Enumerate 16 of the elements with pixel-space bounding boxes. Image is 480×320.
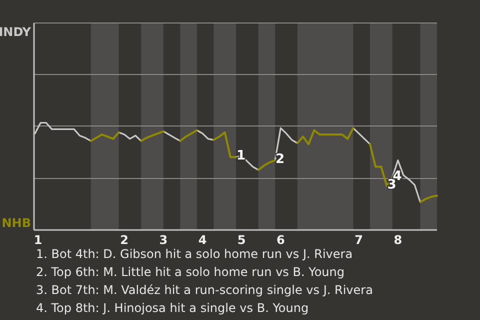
text: 4. Top 8th: J. Hinojosa hit a single vs B. Young: [36, 301, 309, 315]
text: 1. Bot 4th: D. Gibson hit a solo home run vs J. Rivera: [36, 247, 353, 261]
annotation: 2: [276, 152, 285, 167]
text: NHB: [2, 216, 31, 230]
x-tick-label: 3: [159, 233, 168, 247]
text: INDY: [0, 25, 32, 40]
x-tick-label: 2: [120, 233, 129, 247]
x-tick-label: 1: [34, 233, 42, 247]
text: 3. Bot 7th: M. Valdéz hit a run-scoring single vs J. Rivera: [36, 283, 373, 297]
x-tick-label: 7: [354, 233, 364, 247]
x-tick-label: 4: [198, 233, 207, 247]
x-tick-label: 8: [394, 233, 402, 247]
x-tick-label: 6: [276, 233, 285, 247]
text: 2. Top 6th: M. Little hit a solo home run vs B. Young: [36, 265, 345, 279]
annotation: 3: [387, 178, 396, 193]
x-tick-label: 5: [237, 233, 246, 247]
